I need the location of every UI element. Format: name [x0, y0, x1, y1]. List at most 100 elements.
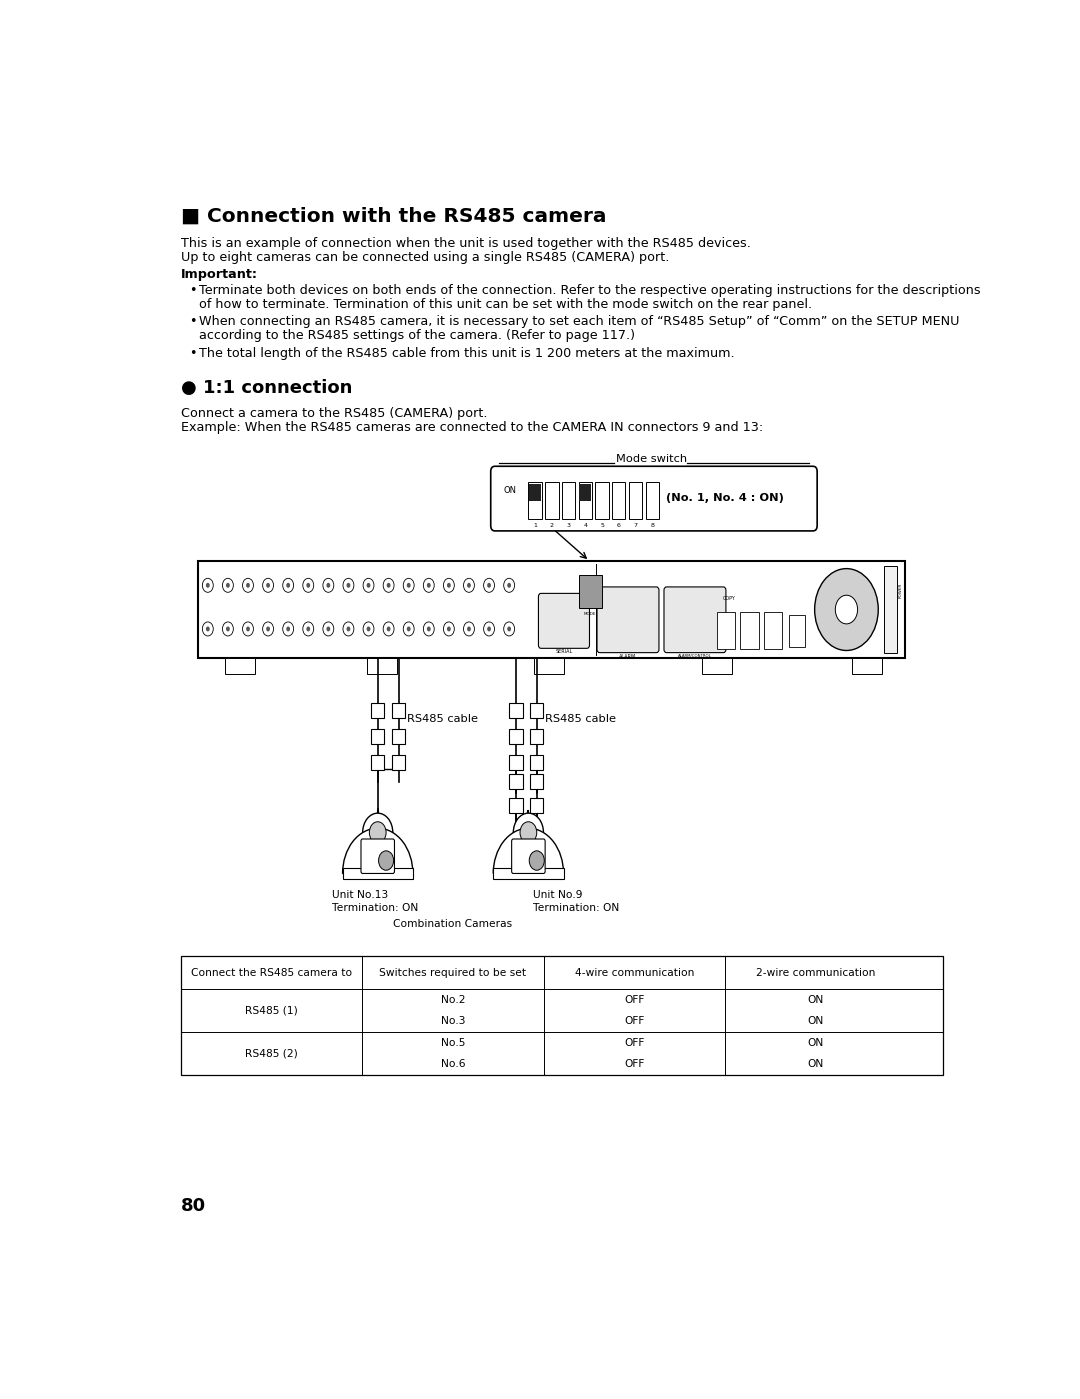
- Circle shape: [347, 583, 350, 588]
- Bar: [717, 611, 735, 649]
- Circle shape: [467, 627, 471, 631]
- Bar: [529, 484, 541, 501]
- Circle shape: [283, 578, 294, 592]
- Circle shape: [326, 627, 330, 631]
- Text: •: •: [189, 315, 197, 329]
- Circle shape: [283, 623, 294, 637]
- Text: SERIAL: SERIAL: [555, 649, 572, 655]
- Text: 8: 8: [650, 523, 654, 529]
- Circle shape: [302, 578, 313, 592]
- Bar: [509, 729, 523, 744]
- Text: 2-wire communication: 2-wire communication: [756, 968, 875, 978]
- Circle shape: [387, 627, 391, 631]
- Text: Termination: ON: Termination: ON: [532, 902, 619, 912]
- Text: according to the RS485 settings of the camera. (Refer to page 117.): according to the RS485 settings of the c…: [200, 330, 635, 343]
- Circle shape: [226, 627, 230, 631]
- Bar: [494, 867, 564, 879]
- Text: When connecting an RS485 camera, it is necessary to set each item of “RS485 Setu: When connecting an RS485 camera, it is n…: [200, 315, 960, 329]
- Text: 2: 2: [550, 523, 554, 529]
- Circle shape: [529, 851, 544, 870]
- Circle shape: [467, 583, 471, 588]
- Circle shape: [363, 578, 374, 592]
- Bar: [509, 755, 523, 769]
- FancyBboxPatch shape: [361, 839, 394, 873]
- Text: RS485 (1): RS485 (1): [245, 1006, 298, 1016]
- Text: No.3: No.3: [441, 1016, 465, 1025]
- Circle shape: [222, 623, 233, 637]
- Text: Important:: Important:: [181, 269, 258, 281]
- Text: OFF: OFF: [624, 995, 645, 1004]
- Text: POWER: POWER: [899, 582, 903, 597]
- Circle shape: [326, 583, 330, 588]
- Text: This is an example of connection when the unit is used together with the RS485 d: This is an example of connection when th…: [181, 236, 751, 250]
- Bar: [509, 797, 523, 813]
- Bar: [509, 775, 523, 789]
- Text: •: •: [189, 347, 197, 360]
- Circle shape: [444, 623, 455, 637]
- Bar: [530, 755, 543, 769]
- Bar: [530, 704, 543, 718]
- Circle shape: [302, 623, 313, 637]
- Circle shape: [463, 623, 474, 637]
- Text: Combination Cameras: Combination Cameras: [393, 919, 513, 929]
- Bar: [528, 483, 542, 519]
- Circle shape: [307, 583, 310, 588]
- Text: Termination: ON: Termination: ON: [332, 902, 418, 912]
- Bar: [629, 483, 643, 519]
- Text: No.6: No.6: [441, 1059, 465, 1069]
- Circle shape: [447, 583, 450, 588]
- Text: 7: 7: [634, 523, 637, 529]
- Circle shape: [387, 583, 391, 588]
- Bar: [788, 616, 806, 648]
- Circle shape: [363, 813, 393, 852]
- Text: Unit No.13: Unit No.13: [332, 890, 388, 900]
- Text: COPY: COPY: [723, 596, 735, 602]
- Circle shape: [407, 627, 410, 631]
- Text: ■ Connection with the RS485 camera: ■ Connection with the RS485 camera: [181, 207, 607, 225]
- Circle shape: [366, 583, 370, 588]
- Circle shape: [513, 813, 543, 852]
- Circle shape: [427, 627, 431, 631]
- Bar: [392, 729, 405, 744]
- Circle shape: [383, 578, 394, 592]
- Text: ON: ON: [808, 1038, 824, 1048]
- Circle shape: [343, 623, 354, 637]
- Text: Unit No.9: Unit No.9: [532, 890, 582, 900]
- Text: •: •: [189, 284, 197, 297]
- Circle shape: [262, 623, 273, 637]
- Circle shape: [383, 623, 394, 637]
- Bar: [535, 658, 565, 674]
- Bar: [646, 483, 659, 519]
- Circle shape: [222, 578, 233, 592]
- Circle shape: [286, 627, 291, 631]
- Circle shape: [403, 578, 414, 592]
- Text: Connect a camera to the RS485 (CAMERA) port.: Connect a camera to the RS485 (CAMERA) p…: [181, 407, 487, 420]
- Bar: [740, 611, 758, 649]
- Text: ON: ON: [808, 1016, 824, 1025]
- Circle shape: [266, 627, 270, 631]
- Circle shape: [503, 578, 514, 592]
- Circle shape: [226, 583, 230, 588]
- Circle shape: [503, 623, 514, 637]
- Text: 5: 5: [600, 523, 604, 529]
- Text: Example: When the RS485 cameras are connected to the CAMERA IN connectors 9 and : Example: When the RS485 cameras are conn…: [181, 421, 764, 434]
- Bar: [595, 483, 609, 519]
- Bar: [342, 867, 413, 879]
- Bar: [372, 755, 384, 769]
- Bar: [545, 483, 558, 519]
- Bar: [392, 755, 405, 769]
- Circle shape: [347, 627, 350, 631]
- Circle shape: [202, 623, 213, 637]
- Circle shape: [463, 578, 474, 592]
- Bar: [580, 484, 591, 501]
- Bar: [181, 957, 943, 1074]
- Text: ALARM: ALARM: [619, 653, 636, 659]
- Text: Switches required to be set: Switches required to be set: [379, 968, 527, 978]
- Wedge shape: [342, 828, 413, 873]
- Circle shape: [379, 851, 393, 870]
- Text: Up to eight cameras can be connected using a single RS485 (CAMERA) port.: Up to eight cameras can be connected usi…: [181, 250, 670, 264]
- Bar: [885, 567, 896, 652]
- FancyBboxPatch shape: [198, 561, 905, 658]
- Bar: [579, 483, 592, 519]
- Circle shape: [484, 578, 495, 592]
